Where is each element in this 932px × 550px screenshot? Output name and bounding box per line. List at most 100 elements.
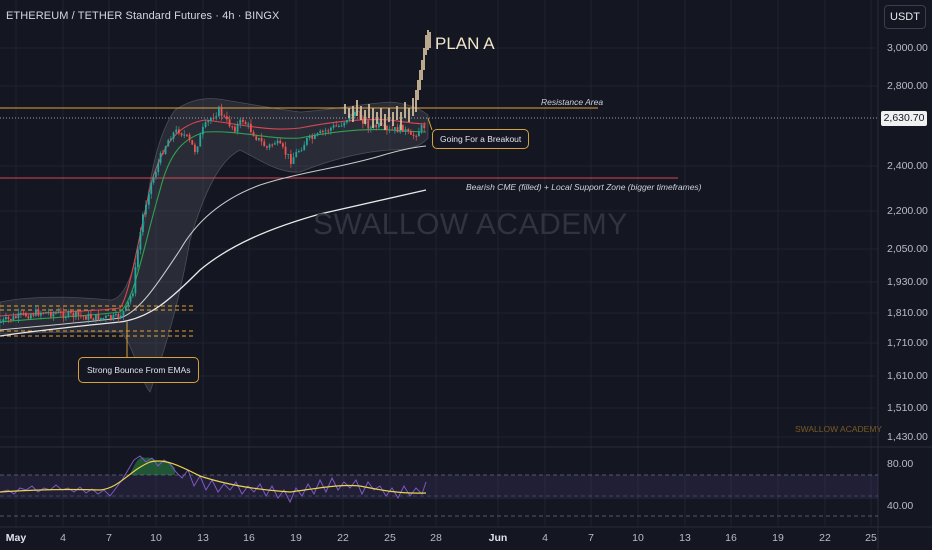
candle-body: [396, 127, 399, 133]
candle-body: [370, 127, 372, 129]
candle-body: [67, 310, 70, 317]
price-label: 2,200.00: [887, 205, 928, 217]
projection-candle: [408, 108, 410, 122]
currency-selector-button[interactable]: USDT: [884, 5, 926, 29]
ema-mid: [0, 145, 427, 331]
candle-body: [80, 315, 82, 317]
candle-body: [226, 116, 228, 120]
candle-body: [77, 311, 80, 316]
candle-body: [319, 130, 322, 134]
projection-candle: [392, 112, 394, 126]
candle-body: [306, 137, 308, 145]
candle-body: [343, 122, 346, 126]
candle-body: [362, 118, 364, 124]
candle-body: [236, 124, 239, 132]
candle-body: [234, 126, 236, 132]
bounce-callout: Strong Bounce From EMAs: [78, 357, 200, 383]
candle-body: [15, 316, 17, 318]
candle-body: [202, 127, 204, 135]
candle-body: [65, 316, 67, 318]
candle-body: [42, 312, 45, 314]
candle-body: [292, 157, 295, 164]
candle-body: [231, 126, 234, 128]
candle-body: [120, 315, 122, 318]
candle-body: [132, 293, 134, 297]
candle-body: [340, 125, 343, 127]
price-label: 1,930.00: [887, 276, 928, 288]
candle-body: [5, 317, 7, 320]
candle-body: [298, 151, 300, 153]
candle-body: [258, 137, 260, 140]
candle-body: [386, 126, 388, 130]
projection-candle: [427, 30, 429, 50]
price-label: 2,800.00: [887, 80, 928, 92]
candle-body: [62, 312, 65, 318]
rsi-line: [0, 455, 427, 504]
candle-body: [295, 151, 298, 158]
candle-body: [388, 129, 391, 131]
candle-body: [127, 301, 130, 307]
candle-body: [250, 123, 252, 133]
time-label: 10: [632, 532, 644, 544]
candle-body: [85, 316, 87, 320]
projection-candle: [423, 48, 425, 70]
candle-body: [115, 314, 117, 316]
projection-candles: [344, 30, 431, 130]
candle-body: [218, 106, 220, 117]
projection-candle: [384, 114, 386, 130]
projection-candle: [388, 108, 390, 122]
candle-body: [50, 312, 52, 317]
time-label: 7: [588, 532, 594, 544]
candle-body: [152, 177, 155, 183]
projection-candle: [348, 108, 350, 118]
candle-body: [137, 249, 139, 267]
time-label: 10: [150, 532, 162, 544]
time-label: 7: [106, 532, 112, 544]
candle-body: [82, 315, 85, 317]
support-label: Bearish CME (filled) + Local Support Zon…: [466, 182, 702, 192]
price-label: 3,000.00: [887, 42, 928, 54]
candle-body: [418, 131, 420, 137]
candle-body: [228, 119, 231, 127]
candle-body: [129, 296, 132, 302]
candle-body: [247, 123, 250, 125]
candle-body: [252, 132, 255, 137]
candle-body: [32, 314, 35, 316]
candle-body: [172, 132, 175, 139]
candle-body: [7, 317, 10, 320]
projection-candle: [372, 108, 374, 128]
current-price-tag: 2,630.70: [881, 111, 927, 126]
candle-body: [27, 316, 30, 319]
candle-body: [134, 266, 137, 294]
candle-body: [102, 317, 105, 319]
candle-body: [112, 314, 115, 319]
candle-body: [70, 310, 72, 313]
projection-candle: [376, 112, 378, 124]
candle-body: [210, 117, 212, 121]
candle-body: [188, 134, 191, 141]
ema-long: [0, 189, 427, 337]
candle-body: [282, 143, 284, 147]
candle-body: [12, 316, 15, 321]
candle-body: [87, 313, 90, 320]
candle-body: [223, 115, 226, 117]
projection-candle: [400, 112, 402, 130]
projection-candle: [368, 104, 370, 118]
time-label: 16: [243, 532, 255, 544]
plan-label: PLAN A: [435, 34, 495, 53]
price-label: 1,610.00: [887, 370, 928, 382]
candle-body: [303, 144, 306, 151]
candle-body: [266, 146, 268, 148]
candle-body: [194, 144, 196, 152]
candle-body: [105, 315, 107, 318]
ema-short: [0, 128, 427, 323]
candle-body: [164, 146, 167, 154]
candle-body: [159, 153, 162, 163]
candle-body: [263, 141, 266, 147]
candle-body: [139, 232, 142, 250]
candle-body: [276, 140, 279, 144]
candle-body: [330, 127, 332, 131]
candle-body: [92, 318, 95, 320]
